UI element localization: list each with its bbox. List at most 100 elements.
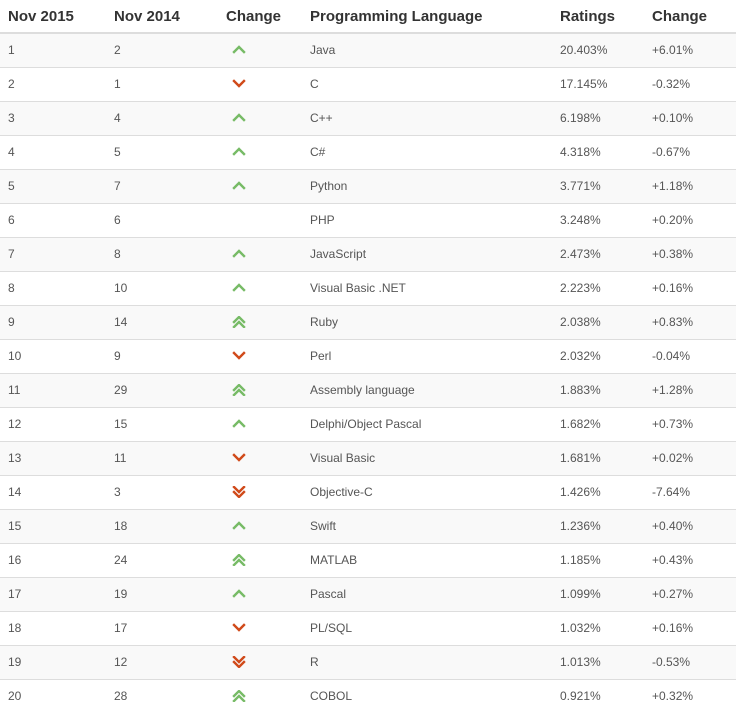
rank-change (218, 644, 302, 679)
rank-nov-2015: 13 (0, 440, 106, 475)
rank-nov-2014: 4 (106, 100, 218, 135)
rating-value: 2.032% (552, 338, 644, 373)
rank-nov-2015: 14 (0, 474, 106, 509)
double-arrow-down-icon (232, 486, 246, 498)
double-arrow-up-icon (232, 384, 246, 396)
table-row: 1 2 Java 20.403% +6.01% (0, 32, 736, 67)
rank-nov-2014: 1 (106, 66, 218, 101)
header-ratings: Ratings (552, 0, 644, 34)
language-name: PL/SQL (302, 610, 552, 645)
double-arrow-up-icon (232, 554, 246, 566)
rating-change: -0.32% (644, 66, 736, 101)
rating-value: 1.032% (552, 610, 644, 645)
rating-value: 4.318% (552, 134, 644, 169)
rank-change (218, 134, 302, 169)
rank-nov-2014: 15 (106, 406, 218, 441)
double-arrow-up-icon (232, 690, 246, 703)
arrow-up-icon (232, 112, 246, 124)
rank-change (218, 32, 302, 67)
arrow-up-icon (232, 520, 246, 532)
rating-change: +6.01% (644, 32, 736, 67)
rank-nov-2015: 9 (0, 304, 106, 339)
rank-change (218, 542, 302, 577)
rank-change (218, 236, 302, 271)
double-arrow-down-icon (232, 656, 246, 668)
rank-change (218, 576, 302, 611)
rank-nov-2015: 5 (0, 168, 106, 203)
language-name: Python (302, 168, 552, 203)
rank-nov-2014: 6 (106, 202, 218, 237)
rank-change (218, 168, 302, 203)
table-row: 5 7 Python 3.771% +1.18% (0, 168, 736, 203)
rank-change (218, 440, 302, 475)
table-row: 13 11 Visual Basic 1.681% +0.02% (0, 440, 736, 475)
table-row: 20 28 COBOL 0.921% +0.32% (0, 678, 736, 713)
rating-change: -0.53% (644, 644, 736, 679)
arrow-up-icon (232, 418, 246, 430)
rating-value: 1.426% (552, 474, 644, 509)
rating-value: 2.038% (552, 304, 644, 339)
table-row: 2 1 C 17.145% -0.32% (0, 66, 736, 101)
rank-nov-2015: 20 (0, 678, 106, 713)
arrow-up-icon (232, 44, 246, 56)
language-name: JavaScript (302, 236, 552, 271)
table-row: 11 29 Assembly language 1.883% +1.28% (0, 372, 736, 407)
arrow-up-icon (232, 180, 246, 192)
language-name: PHP (302, 202, 552, 237)
rating-change: -0.04% (644, 338, 736, 373)
rating-value: 1.883% (552, 372, 644, 407)
rating-value: 1.185% (552, 542, 644, 577)
rating-change: +0.32% (644, 678, 736, 713)
rank-nov-2014: 29 (106, 372, 218, 407)
rank-nov-2014: 14 (106, 304, 218, 339)
header-programming-language: Programming Language (302, 0, 552, 34)
table-row: 14 3 Objective-C 1.426% -7.64% (0, 474, 736, 509)
rank-change (218, 304, 302, 339)
rating-value: 3.248% (552, 202, 644, 237)
rank-nov-2014: 28 (106, 678, 218, 713)
language-name: MATLAB (302, 542, 552, 577)
rank-nov-2015: 12 (0, 406, 106, 441)
rank-nov-2015: 1 (0, 32, 106, 67)
table-header-row: Nov 2015 Nov 2014 Change Programming Lan… (0, 0, 736, 34)
table-row: 8 10 Visual Basic .NET 2.223% +0.16% (0, 270, 736, 305)
rating-value: 1.682% (552, 406, 644, 441)
rank-nov-2014: 12 (106, 644, 218, 679)
language-name: Ruby (302, 304, 552, 339)
arrow-up-icon (232, 282, 246, 294)
rank-nov-2014: 10 (106, 270, 218, 305)
rank-nov-2014: 2 (106, 32, 218, 67)
rank-nov-2015: 8 (0, 270, 106, 305)
rank-nov-2015: 10 (0, 338, 106, 373)
rank-nov-2015: 4 (0, 134, 106, 169)
arrow-up-icon (232, 248, 246, 260)
rating-change: +0.43% (644, 542, 736, 577)
rank-nov-2014: 11 (106, 440, 218, 475)
rating-value: 2.473% (552, 236, 644, 271)
language-name: Perl (302, 338, 552, 373)
rating-change: +0.16% (644, 270, 736, 305)
table-row: 6 6 PHP 3.248% +0.20% (0, 202, 736, 237)
rank-change (218, 372, 302, 407)
rating-value: 1.013% (552, 644, 644, 679)
language-name: COBOL (302, 678, 552, 713)
rank-nov-2014: 9 (106, 338, 218, 373)
table-row: 16 24 MATLAB 1.185% +0.43% (0, 542, 736, 577)
table-row: 17 19 Pascal 1.099% +0.27% (0, 576, 736, 611)
rank-nov-2015: 17 (0, 576, 106, 611)
rank-change (218, 406, 302, 441)
table-row: 18 17 PL/SQL 1.032% +0.16% (0, 610, 736, 645)
rating-value: 6.198% (552, 100, 644, 135)
rank-nov-2014: 3 (106, 474, 218, 509)
table-row: 4 5 C# 4.318% -0.67% (0, 134, 736, 169)
rank-nov-2015: 19 (0, 644, 106, 679)
rank-nov-2014: 18 (106, 508, 218, 543)
rank-change (218, 338, 302, 373)
header-nov-2015: Nov 2015 (0, 0, 106, 34)
language-name: Visual Basic (302, 440, 552, 475)
rank-nov-2014: 24 (106, 542, 218, 577)
language-name: Java (302, 32, 552, 67)
rating-value: 1.236% (552, 508, 644, 543)
language-name: Swift (302, 508, 552, 543)
arrow-down-icon (232, 78, 246, 90)
